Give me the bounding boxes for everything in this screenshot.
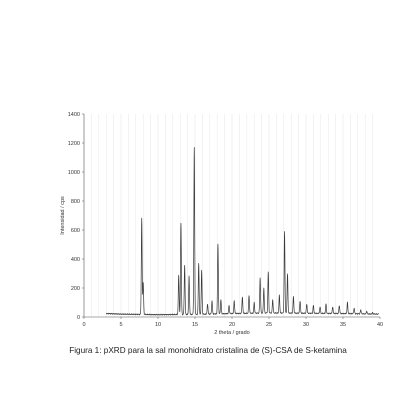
x-tick-label: 30: [303, 322, 309, 328]
y-tick-label: 0: [77, 315, 80, 321]
x-tick-label: 0: [82, 322, 85, 328]
x-tick-label: 40: [377, 322, 383, 328]
y-tick-label: 1000: [68, 170, 80, 176]
y-tick-label: 1200: [68, 141, 80, 147]
y-tick-label: 1400: [68, 112, 80, 118]
x-axis-title: 2 theta / grado: [214, 330, 249, 336]
diffraction-trace: [106, 147, 379, 316]
y-tick-label: 600: [71, 228, 80, 234]
x-tick-label: 20: [229, 322, 235, 328]
x-tick-labels: 0 5 10 15 20 25 30 35 40: [82, 322, 383, 328]
x-tick-label: 35: [340, 322, 346, 328]
x-tick-label: 15: [192, 322, 198, 328]
figure-caption: Figura 1: pXRD para la sal monohidrato c…: [69, 346, 347, 355]
x-tick-label: 10: [155, 322, 161, 328]
y-tick-label: 800: [71, 199, 80, 205]
y-tick-label: 400: [71, 257, 80, 263]
y-axis-title: Intensidad / cps: [60, 196, 66, 235]
y-tick-labels: 0 200 400 600 800 1000 1200 1400: [68, 112, 80, 321]
x-tick-label: 5: [119, 322, 122, 328]
y-tick-label: 200: [71, 286, 80, 292]
vertical-gridlines: [91, 114, 373, 317]
axes: [82, 113, 381, 319]
x-tick-label: 25: [266, 322, 272, 328]
